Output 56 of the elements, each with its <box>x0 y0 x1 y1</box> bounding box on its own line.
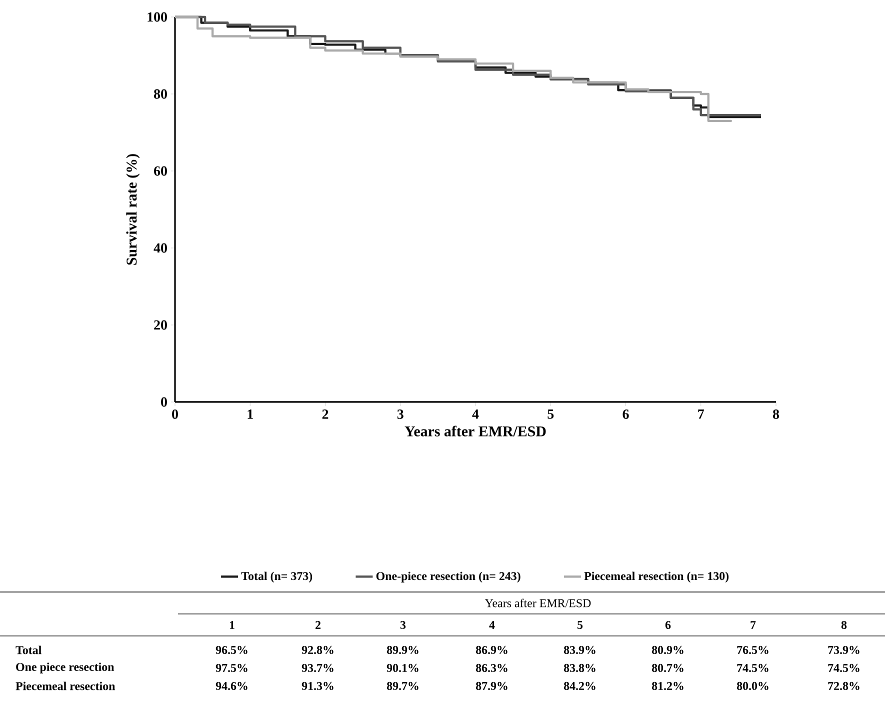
x-axis-title: Years after EMR/ESD <box>404 426 546 436</box>
y-tick-label: 80 <box>154 89 167 99</box>
text: 80.7% <box>652 664 684 672</box>
y-tick-label: 60 <box>154 166 167 176</box>
y-tick-label: 40 <box>154 243 167 253</box>
x-tick-label: 6 <box>622 410 629 419</box>
y-axis-title: Survival rate (%) <box>126 154 140 265</box>
text: 5 <box>578 621 583 629</box>
text: Years after EMR/ESD <box>484 598 591 608</box>
x-tick-label: 4 <box>472 409 479 419</box>
legend-label: One-piece resection (n= 243) <box>376 572 520 583</box>
text: 89.7% <box>386 682 418 690</box>
x-tick-label: 3 <box>397 410 404 419</box>
text: 3 <box>400 620 406 629</box>
text: 97.5% <box>216 664 248 672</box>
text: 1 <box>230 621 234 629</box>
y-tick-label: 0 <box>161 397 167 407</box>
text: 73.9% <box>828 646 860 654</box>
text: 83.8% <box>564 664 596 672</box>
x-tick-label: 7 <box>698 409 704 419</box>
y-tick-label: 100 <box>148 12 167 22</box>
text: 86.9% <box>476 646 508 654</box>
text: 72.8% <box>828 682 860 690</box>
text: 94.6% <box>216 682 248 690</box>
text: 90.1% <box>386 664 418 672</box>
text: 6 <box>665 620 671 629</box>
text: 91.3% <box>302 682 334 690</box>
text: One piece resection <box>16 662 114 674</box>
x-tick-label: 1 <box>248 409 253 419</box>
text: Piecemeal resection <box>16 682 116 690</box>
text: 76.5% <box>737 646 768 654</box>
text: 74.5% <box>828 664 860 672</box>
y-tick-label: 20 <box>154 320 167 330</box>
text: 89.9% <box>386 646 418 654</box>
text: 96.5% <box>216 646 248 654</box>
text: 74.5% <box>737 664 768 672</box>
x-tick-label: 8 <box>772 410 780 419</box>
text: 2 <box>316 621 320 629</box>
text: 8 <box>841 620 847 630</box>
text: 92.8% <box>302 646 334 654</box>
text: Total <box>16 646 42 654</box>
text: 84.2% <box>564 682 596 690</box>
text: 87.9% <box>476 682 508 690</box>
x-tick-label: 2 <box>322 410 328 419</box>
text: 93.7% <box>302 664 334 672</box>
x-tick-label: 0 <box>172 410 178 419</box>
text: 7 <box>750 621 756 629</box>
text: 81.2% <box>652 682 684 690</box>
text: 83.9% <box>564 646 596 654</box>
text: 80.9% <box>652 646 684 654</box>
legend-label: Total (n= 373) <box>241 572 312 583</box>
legend-label: Piecemeal resection (n= 130) <box>584 572 729 583</box>
text: 86.3% <box>476 664 508 672</box>
text: 4 <box>489 621 495 629</box>
x-tick-label: 5 <box>548 409 554 419</box>
text: 80.0% <box>736 682 768 690</box>
